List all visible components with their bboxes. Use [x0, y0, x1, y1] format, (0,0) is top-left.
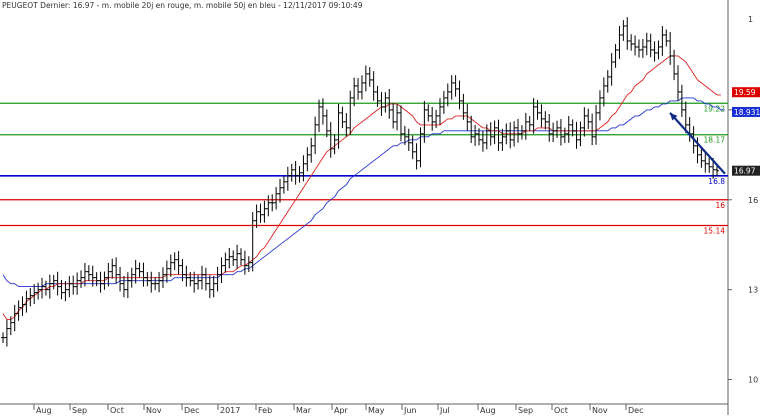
x-tick-label: 2017 — [220, 406, 240, 415]
x-tick-label: May — [368, 406, 385, 415]
x-tick-label: Nov — [592, 406, 608, 415]
ma50-line — [2, 97, 725, 288]
trend-arrow — [669, 112, 726, 175]
y-tick-label: 13 — [748, 286, 758, 295]
x-tick-label: Dec — [184, 406, 199, 415]
x-tick-label: Apr — [334, 406, 349, 415]
y-tick-label: 10 — [748, 376, 758, 385]
level-label: 16.8 — [708, 177, 725, 186]
trend-arrow-head — [670, 112, 678, 121]
x-tick-label: Dec — [628, 406, 643, 415]
value-marker-label: 18.9316 — [734, 108, 760, 117]
value-marker-box — [732, 87, 760, 98]
x-tick-label: Sep — [72, 406, 87, 415]
ma20-line — [2, 55, 721, 321]
level-label: 15.14 — [704, 227, 726, 236]
level-label: 18.17 — [704, 136, 726, 145]
value-marker-label: 19.59 — [734, 88, 756, 97]
y-tick-label: 16 — [748, 196, 758, 205]
x-tick-label: Jun — [403, 406, 417, 415]
x-tick-label: Oct — [554, 406, 568, 415]
value-marker: 16.97 — [732, 165, 760, 176]
chart-title: PEUGEOT Dernier: 16.97 - m. mobile 20j e… — [2, 1, 363, 10]
level-label: 16 — [715, 201, 725, 210]
x-tick-label: Oct — [110, 406, 124, 415]
x-tick-label: Nov — [146, 406, 162, 415]
value-marker-label: 16.97 — [734, 167, 756, 176]
value-marker: 19.59 — [732, 87, 760, 98]
x-tick-label: Sep — [518, 406, 533, 415]
x-tick-label: Aug — [36, 406, 52, 415]
x-tick-label: Mar — [296, 406, 312, 415]
x-tick-label: Feb — [258, 406, 272, 415]
level-label: 19.22 — [704, 104, 726, 113]
value-marker-box — [732, 106, 760, 117]
value-marker-box — [732, 165, 760, 176]
x-tick-label: Aug — [480, 406, 496, 415]
y-axis-top-label: 1 — [748, 15, 753, 24]
value-marker: 18.9316 — [732, 106, 760, 117]
x-tick-label: Jul — [439, 406, 450, 415]
